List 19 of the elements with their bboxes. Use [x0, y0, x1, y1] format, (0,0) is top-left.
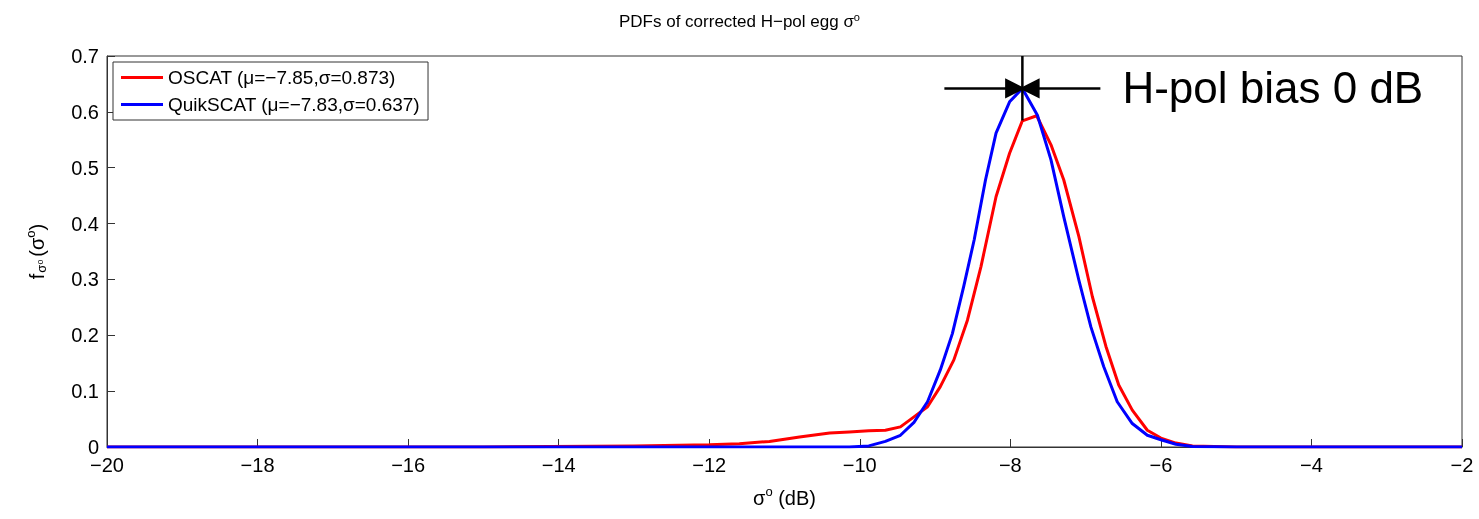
x-tick-label: −18	[240, 454, 275, 476]
y-tick-label: 0.5	[71, 156, 99, 179]
y-tick-label: 0.1	[71, 380, 99, 403]
x-tick-label: −6	[1149, 454, 1173, 476]
x-tick-label: −8	[998, 454, 1022, 476]
x-tick-label: −16	[391, 454, 426, 476]
x-tick-label: −12	[692, 454, 727, 476]
x-tick-label: −4	[1300, 454, 1323, 476]
y-tick-label: 0.3	[71, 268, 99, 291]
y-tick-label: 0.7	[71, 45, 99, 67]
y-tick-label: 0.4	[71, 212, 99, 235]
x-tick-label: −10	[842, 454, 877, 476]
y-tick-label: 0.2	[71, 324, 99, 347]
x-tick-label: −14	[541, 454, 576, 476]
x-tick-label: −2	[1450, 454, 1474, 476]
y-tick-label: 0.6	[71, 100, 99, 123]
legend-label: OSCAT (μ=−7.85,σ=0.873)	[168, 67, 396, 88]
annotation: H-pol bias 0 dB	[1122, 62, 1424, 115]
legend-label: QuikSCAT (μ=−7.83,σ=0.637)	[168, 94, 420, 115]
